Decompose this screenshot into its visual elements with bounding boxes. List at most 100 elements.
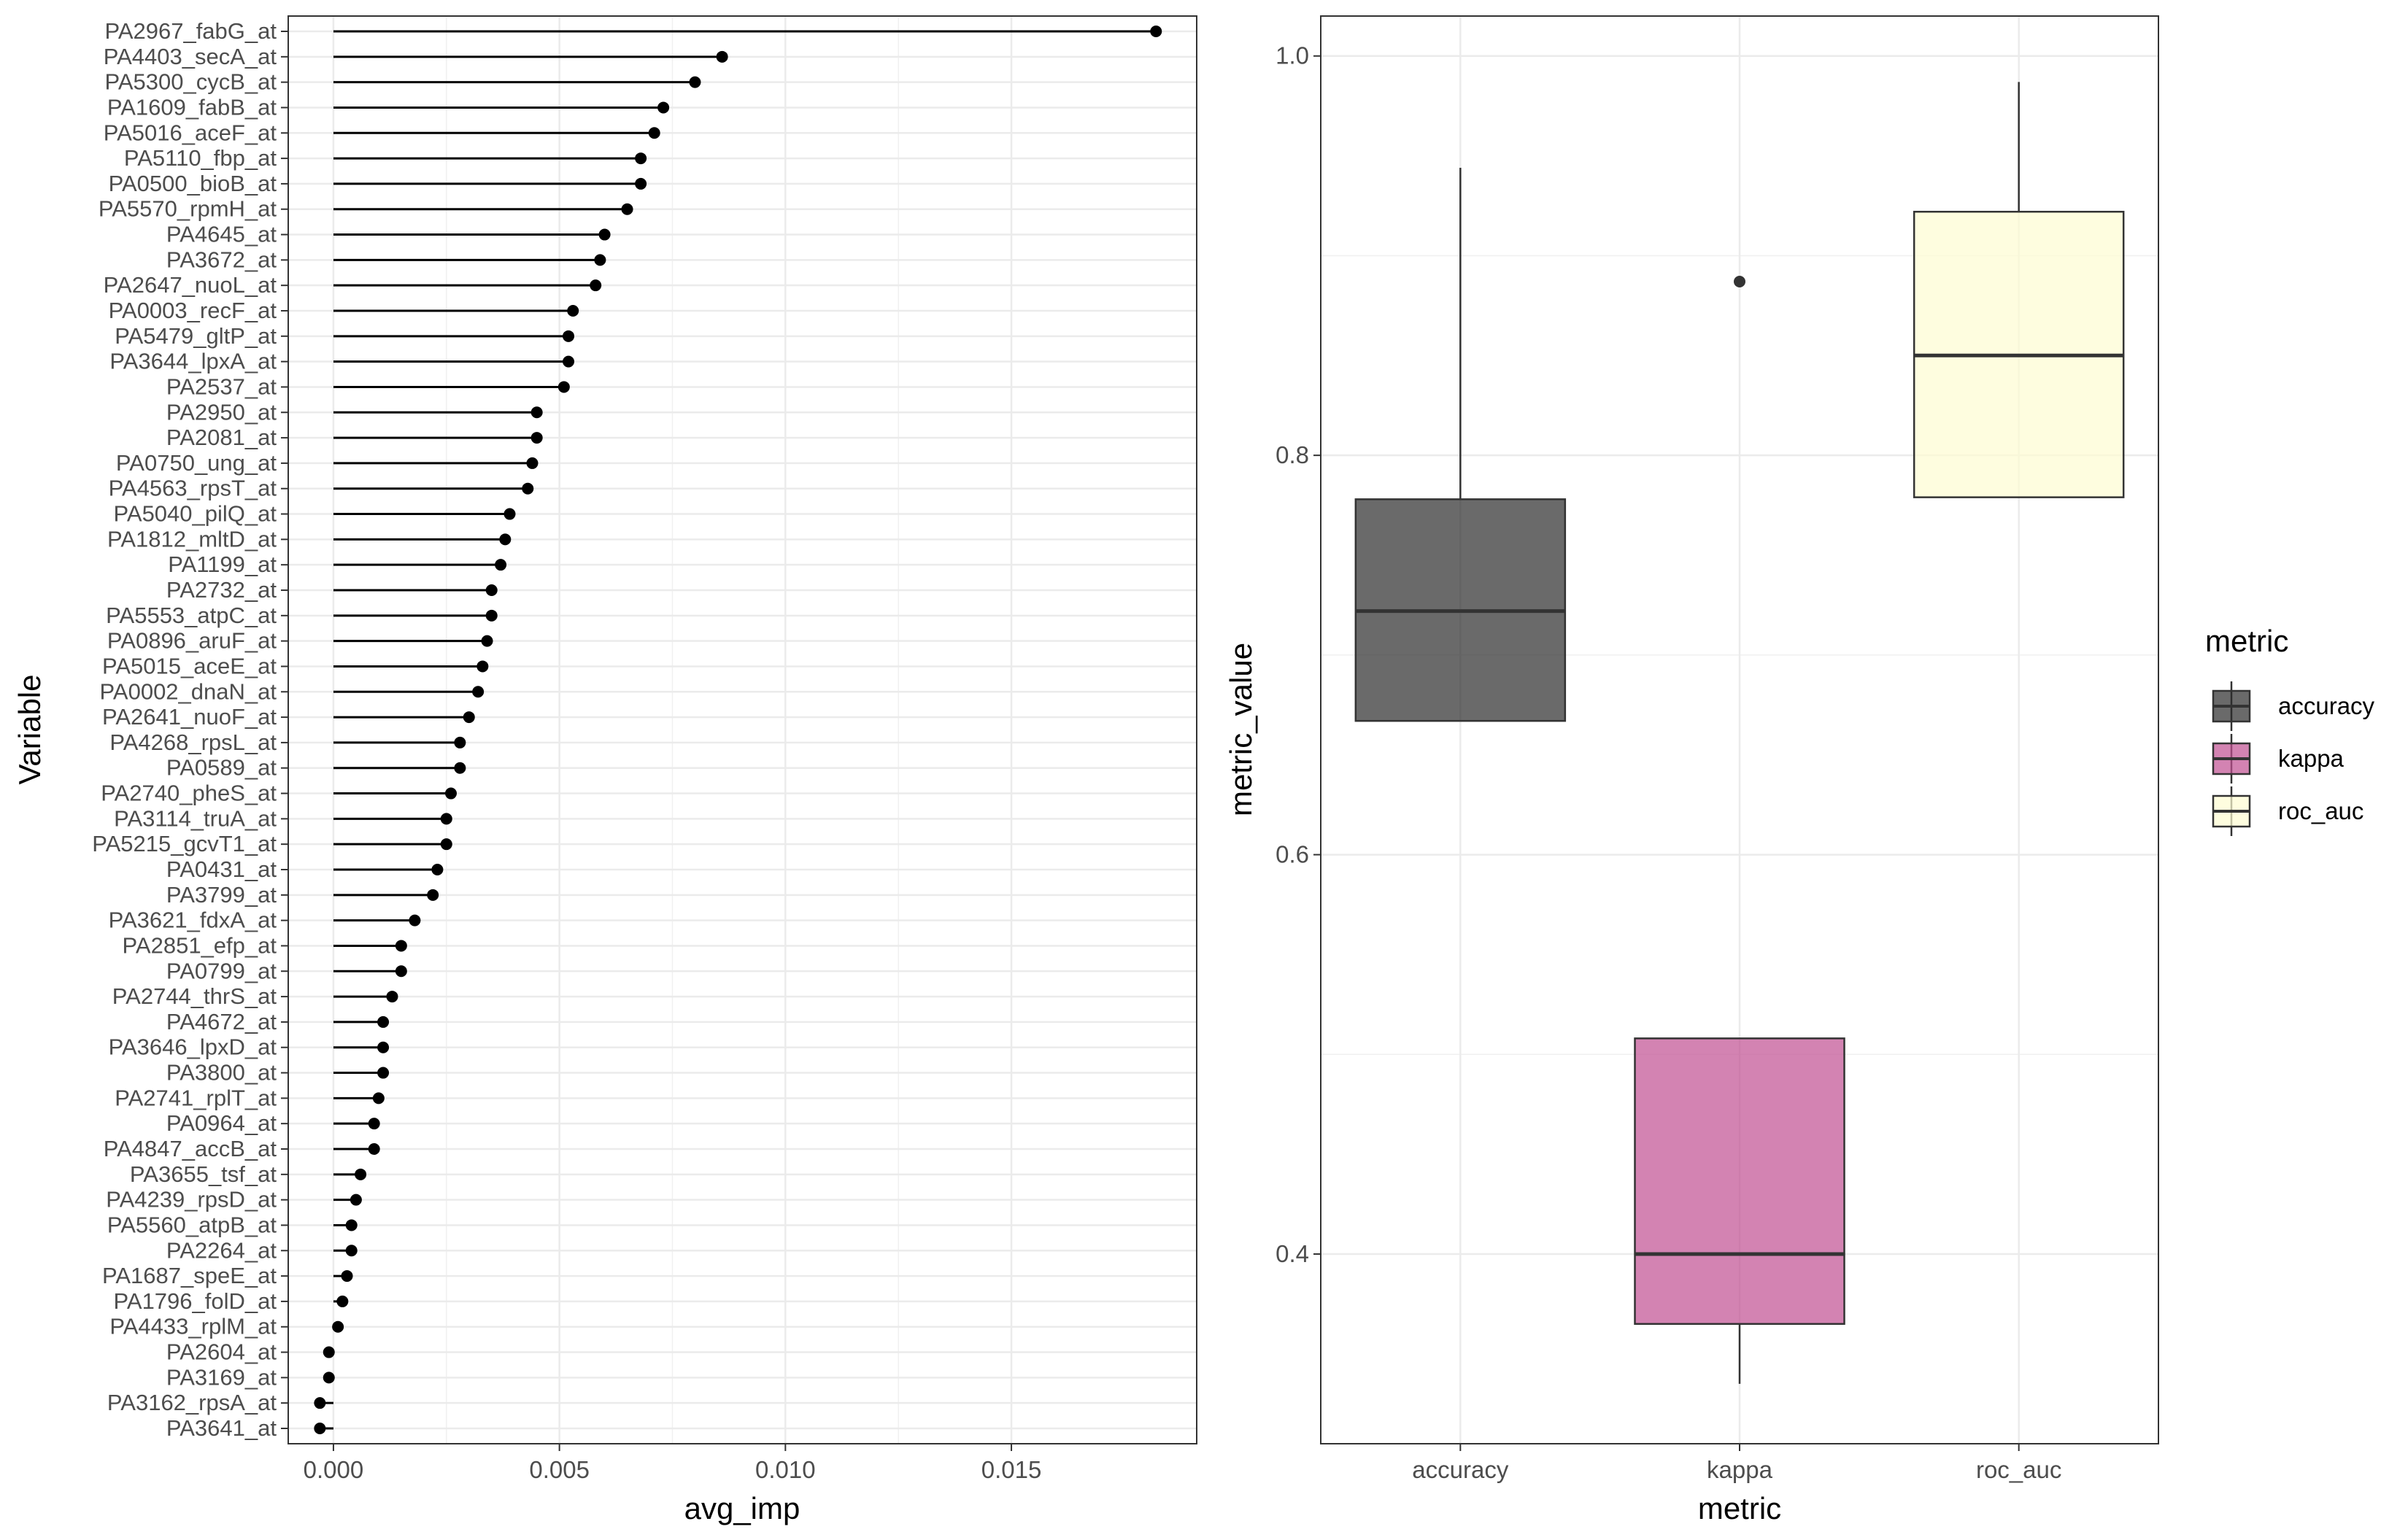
boxplot-x-axis: accuracy kappa roc_auc: [1412, 1444, 2061, 1483]
lollipop-y-tick-label: PA0896_aruF_at: [107, 628, 277, 654]
lollipop-point: [377, 1067, 390, 1079]
lollipop-y-tick-label: PA4268_rpsL_at: [109, 730, 277, 755]
boxplot-y-axis: 0.4 0.6 0.8 1.0: [1276, 42, 1321, 1267]
lollipop-y-tick-label: PA5300_cycB_at: [104, 69, 277, 95]
lollipop-y-tick-label: PA3672_at: [166, 247, 277, 272]
lollipop-y-tick-label: PA3800_at: [166, 1060, 277, 1086]
lollipop-y-tick-label: PA3169_at: [166, 1364, 277, 1390]
lollipop-y-tick-label: PA3655_tsf_at: [130, 1161, 277, 1187]
lollipop-y-axis: PA2967_fabG_atPA4403_secA_atPA5300_cycB_…: [92, 18, 288, 1441]
boxplot-x-tick-label: accuracy: [1412, 1456, 1509, 1483]
boxplot-box: [1634, 1037, 1845, 1326]
lollipop-y-tick-label: PA3646_lpxD_at: [109, 1034, 277, 1060]
boxplot-x-tick-label: kappa: [1707, 1456, 1773, 1483]
lollipop-y-tick-label: PA1687_speE_at: [102, 1263, 277, 1288]
lollipop-y-tick-label: PA1609_fabB_at: [107, 94, 277, 120]
boxplot-kappa: [1634, 276, 1845, 1384]
lollipop-point: [485, 609, 498, 622]
lollipop-y-axis-title: Variable: [12, 675, 47, 785]
boxplot-x-axis-title: metric: [1698, 1491, 1781, 1525]
lollipop-point: [526, 457, 539, 469]
boxplot-y-tick-label: 1.0: [1276, 42, 1309, 69]
lollipop-x-axis: 0.000 0.005 0.010 0.015: [304, 1444, 1041, 1483]
lollipop-point: [341, 1270, 353, 1283]
lollipop-y-tick-label: PA5215_gcvT1_at: [92, 831, 277, 856]
lollipop-point: [440, 813, 452, 825]
lollipop-y-tick-label: PA5553_atpC_at: [106, 603, 277, 628]
lollipop-y-tick-label: PA4239_rpsD_at: [106, 1187, 277, 1212]
lollipop-y-tick-label: PA0964_at: [166, 1110, 277, 1136]
boxplot-y-tick-label: 0.6: [1276, 841, 1309, 868]
lollipop-y-tick-label: PA2264_at: [166, 1237, 277, 1263]
boxplot-outlier: [1734, 276, 1745, 288]
lollipop-point: [635, 177, 647, 190]
lollipop-panel-border: [288, 15, 1197, 1444]
boxplot-accuracy: [1354, 168, 1567, 722]
lollipop-point: [368, 1118, 380, 1130]
lollipop-y-tick-label: PA0002_dnaN_at: [100, 678, 277, 704]
legend-label: roc_auc: [2278, 797, 2363, 824]
legend-label: kappa: [2278, 745, 2345, 772]
lollipop-point: [377, 1041, 390, 1053]
boxplot-y-tick-label: 0.8: [1276, 441, 1309, 468]
lollipop-y-tick-label: PA1796_folD_at: [114, 1288, 277, 1314]
lollipop-point: [563, 330, 575, 342]
lollipop-point: [463, 711, 475, 724]
lollipop-plot-background: [288, 16, 1197, 1444]
lollipop-point: [716, 50, 728, 63]
lollipop-y-tick-label: PA2740_pheS_at: [101, 781, 277, 806]
lollipop-x-tick-label: 0.005: [529, 1456, 590, 1483]
lollipop-y-tick-label: PA5015_aceE_at: [102, 653, 277, 678]
lollipop-point: [621, 203, 633, 215]
lollipop-point: [472, 686, 485, 698]
lollipop-y-tick-label: PA0500_bioB_at: [109, 171, 277, 196]
lollipop-y-tick-label: PA2537_at: [166, 374, 277, 399]
lollipop-y-tick-label: PA4563_rpsT_at: [109, 476, 277, 501]
lollipop-point: [427, 889, 439, 901]
lollipop-y-tick-label: PA4403_secA_at: [104, 44, 277, 69]
lollipop-point: [345, 1219, 358, 1231]
lollipop-point: [530, 406, 543, 419]
lollipop-y-tick-label: PA5570_rpmH_at: [99, 196, 277, 222]
lollipop-point: [590, 279, 602, 292]
lollipop-y-tick-label: PA5040_pilQ_at: [114, 501, 277, 527]
lollipop-y-tick-label: PA0750_ung_at: [116, 450, 277, 476]
lollipop-y-tick-label: PA3641_at: [166, 1415, 277, 1441]
lollipop-point: [563, 355, 575, 368]
lollipop-point: [454, 736, 466, 748]
lollipop-point: [481, 635, 493, 647]
lollipop-point: [372, 1092, 385, 1104]
boxplot-panel: 0.4 0.6 0.8 1.0 accuracy kappa roc_auc metric…: [1224, 15, 2159, 1525]
lollipop-y-tick-label: PA2081_at: [166, 425, 277, 450]
lollipop-y-tick-label: PA2641_nuoF_at: [102, 704, 277, 730]
lollipop-point: [499, 533, 512, 546]
lollipop-point: [476, 660, 489, 673]
lollipop-y-tick-label: PA2851_efp_at: [123, 932, 277, 958]
lollipop-y-tick-label: PA3114_truA_at: [114, 805, 277, 831]
lollipop-point: [657, 101, 670, 114]
lollipop-point: [431, 864, 444, 875]
lollipop-y-tick-label: PA3644_lpxA_at: [109, 349, 277, 374]
lollipop-point: [594, 254, 606, 266]
lollipop-x-tick-label: 0.010: [755, 1456, 816, 1483]
lollipop-point: [345, 1245, 358, 1257]
lollipop-point: [648, 127, 660, 139]
lollipop-point: [454, 762, 466, 774]
lollipop-point: [355, 1168, 367, 1180]
lollipop-y-tick-label: PA1199_at: [168, 552, 277, 577]
lollipop-y-tick-label: PA3162_rpsA_at: [107, 1390, 277, 1415]
lollipop-y-tick-label: PA2732_at: [166, 577, 277, 603]
lollipop-point: [332, 1320, 344, 1333]
lollipop-y-tick-label: PA2741_rplT_at: [115, 1085, 277, 1110]
lollipop-point: [323, 1372, 335, 1384]
lollipop-point: [503, 508, 516, 520]
lollipop-point: [336, 1295, 349, 1307]
lollipop-point: [522, 482, 534, 495]
lollipop-y-tick-label: PA0799_at: [166, 958, 277, 983]
lollipop-y-tick-label: PA3799_at: [166, 882, 277, 908]
lollipop-point: [598, 228, 611, 241]
legend-title: metric: [2205, 624, 2288, 658]
lollipop-y-tick-label: PA4433_rplM_at: [109, 1314, 277, 1339]
boxplot-boxes: [1354, 82, 2125, 1384]
